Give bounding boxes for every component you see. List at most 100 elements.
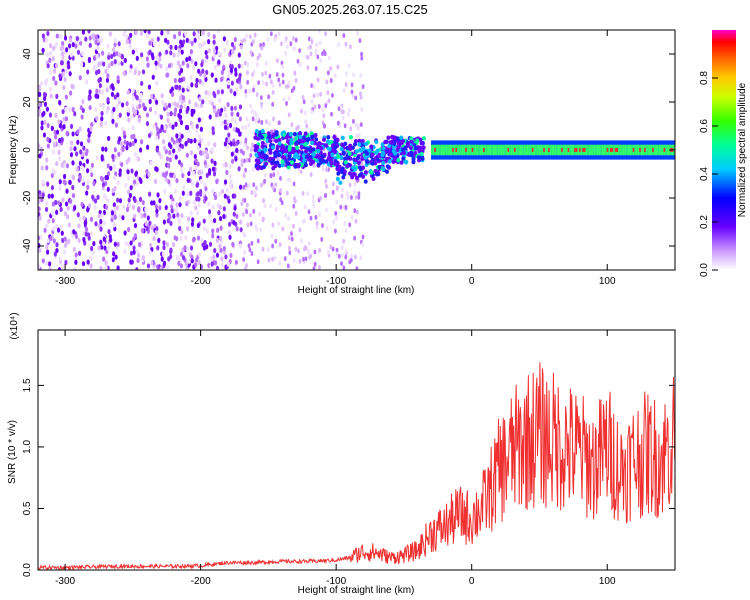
heatmap-cell xyxy=(120,141,124,147)
heatmap-cell xyxy=(48,57,52,63)
heatmap-cell xyxy=(55,161,59,167)
heatmap-cell xyxy=(285,101,288,106)
heatmap-cell xyxy=(339,146,344,152)
heatmap-cell xyxy=(189,138,193,144)
heatmap-cell xyxy=(64,259,68,266)
heatmap-cell xyxy=(173,107,178,113)
heatmap-cell xyxy=(117,151,121,157)
heatmap-cell xyxy=(175,142,179,148)
heatmap-cell xyxy=(207,209,212,215)
heatmap-cell xyxy=(172,213,176,219)
colorbar-tick-label: 0.8 xyxy=(699,71,710,85)
heatmap-cell xyxy=(81,151,86,157)
heatmap-cell xyxy=(515,144,518,156)
heatmap-cell xyxy=(390,135,395,140)
heatmap-cell xyxy=(274,238,278,244)
heatmap-cell xyxy=(58,256,62,262)
heatmap-cell xyxy=(315,42,319,48)
heatmap-cell xyxy=(411,159,416,165)
heatmap-cell xyxy=(370,152,375,157)
heatmap-cell xyxy=(61,71,65,77)
heatmap-cell xyxy=(124,182,128,189)
heatmap-cell xyxy=(110,60,114,67)
heatmap-cell xyxy=(163,188,167,194)
heatmap-cell xyxy=(271,145,276,150)
heatmap-cell xyxy=(308,254,312,260)
heatmap-cell xyxy=(263,133,268,138)
heatmap-cell xyxy=(129,259,133,265)
heatmap-cell xyxy=(44,206,49,213)
heatmap-cell xyxy=(52,142,57,148)
heatmap-cell xyxy=(350,195,353,200)
heatmap-cell xyxy=(95,53,99,60)
heatmap-cell xyxy=(212,48,217,54)
heatmap-cell xyxy=(583,148,587,152)
heatmap-cell xyxy=(123,139,127,145)
heatmap-cell xyxy=(290,160,295,165)
heatmap-cell xyxy=(52,226,56,232)
heatmap-cell xyxy=(207,201,211,207)
heatmap-cell xyxy=(69,52,73,58)
heatmap-cell xyxy=(110,114,114,120)
heatmap-cell xyxy=(48,261,52,267)
heatmap-cell xyxy=(117,52,122,58)
heatmap-cell xyxy=(657,144,660,156)
heatmap-cell xyxy=(234,71,238,77)
heatmap-cell xyxy=(194,61,198,67)
heatmap-cell xyxy=(170,153,175,159)
heatmap-cell xyxy=(121,215,125,221)
heatmap-cell xyxy=(148,98,152,105)
heatmap-cell xyxy=(211,101,215,107)
heatmap-cell xyxy=(223,47,227,53)
spectrogram-y-tick-label: 40 xyxy=(22,48,33,60)
heatmap-cell xyxy=(348,259,352,265)
heatmap-cell xyxy=(624,144,627,156)
heatmap-cell xyxy=(167,142,172,148)
heatmap-cell xyxy=(179,67,184,74)
heatmap-cell xyxy=(81,107,85,114)
heatmap-cell xyxy=(298,259,302,264)
heatmap-cell xyxy=(49,236,53,242)
heatmap-cell xyxy=(62,173,67,180)
heatmap-cell xyxy=(655,144,658,156)
heatmap-cell xyxy=(197,260,201,266)
heatmap-cell xyxy=(58,123,62,129)
heatmap-cell xyxy=(213,142,217,148)
heatmap-cell xyxy=(260,144,265,149)
heatmap-cell xyxy=(502,144,505,156)
heatmap-cell xyxy=(248,247,252,253)
heatmap-cell xyxy=(228,173,232,179)
heatmap-cell xyxy=(45,244,49,250)
heatmap-cell xyxy=(61,40,65,47)
heatmap-cell xyxy=(348,146,353,152)
heatmap-cell xyxy=(112,206,117,212)
heatmap-cell xyxy=(110,210,115,216)
heatmap-cell xyxy=(141,69,146,75)
heatmap-cell xyxy=(132,133,136,139)
heatmap-cell xyxy=(101,104,105,110)
heatmap-cell xyxy=(311,199,315,204)
heatmap-cell xyxy=(116,75,120,81)
heatmap-cell xyxy=(249,153,253,158)
heatmap-cell xyxy=(248,88,252,94)
heatmap-cell xyxy=(156,245,160,251)
heatmap-cell xyxy=(130,114,134,120)
heatmap-cell xyxy=(260,46,264,51)
heatmap-cell xyxy=(260,140,265,146)
heatmap-cell xyxy=(181,255,186,261)
heatmap-cell xyxy=(100,110,104,117)
heatmap-cell xyxy=(228,122,233,129)
heatmap-cell xyxy=(178,108,183,114)
heatmap-cell xyxy=(127,197,131,203)
heatmap-cell xyxy=(486,144,489,156)
heatmap-cell xyxy=(280,41,283,47)
heatmap-cell xyxy=(494,144,497,156)
heatmap-cell xyxy=(247,122,251,128)
heatmap-cell xyxy=(556,144,559,156)
heatmap-cell xyxy=(102,193,107,199)
heatmap-cell xyxy=(87,95,91,101)
heatmap-cell xyxy=(450,144,453,156)
heatmap-cell xyxy=(145,144,150,150)
heatmap-cell xyxy=(313,249,317,255)
heatmap-cell xyxy=(303,110,307,116)
